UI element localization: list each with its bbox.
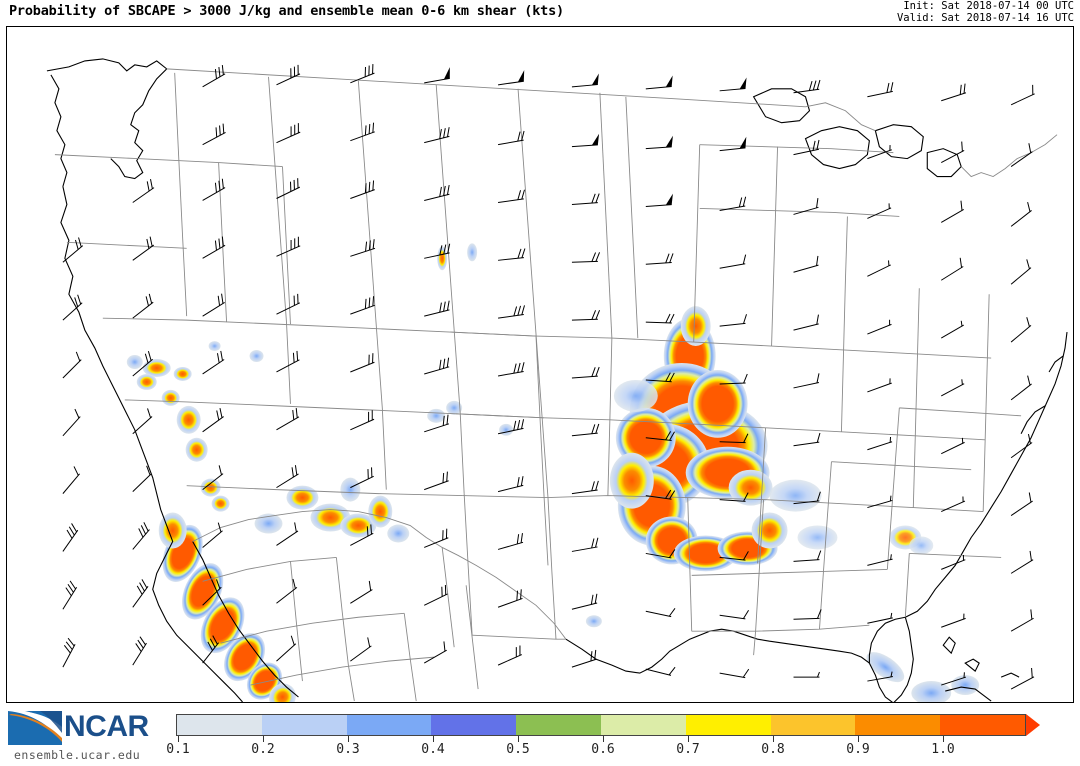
- timestamp-block: Init: Sat 2018-07-14 00 UTC Valid: Sat 2…: [896, 0, 1074, 24]
- colorbar-tick: [433, 736, 434, 742]
- colorbar-tick-label-0.9: 0.9: [846, 742, 870, 757]
- colorbar-tick: [178, 736, 179, 742]
- ncar-url-label: ensemble.ucar.edu: [14, 748, 141, 762]
- shading-sierra-madre: [158, 512, 296, 702]
- colorbar-band-0.5: [516, 715, 601, 735]
- colorbar-tick-label-0.7: 0.7: [676, 742, 700, 757]
- shading-mississippi-valley: [609, 306, 788, 572]
- colorbar-tick: [773, 736, 774, 742]
- colorbar-tick-label-1.0: 1.0: [931, 742, 955, 757]
- colorbar-tick-label-0.8: 0.8: [761, 742, 785, 757]
- colorbar-tick-label-0.5: 0.5: [506, 742, 530, 757]
- map-canvas: [46, 58, 1068, 702]
- ncar-logo-mark: [8, 710, 62, 745]
- page-title: Probability of SBCAPE > 3000 J/kg and en…: [9, 3, 564, 19]
- colorbar-band-0.1: [177, 715, 262, 735]
- colorbar-tick: [858, 736, 859, 742]
- init-time-label: Init: Sat 2018-07-14 00 UTC: [903, 0, 1074, 12]
- shading-florida: [866, 652, 980, 702]
- colorbar-tick: [943, 736, 944, 742]
- probability-shading-layer: [126, 243, 980, 702]
- colorbar[interactable]: 0.1 0.2 0.3 0.4 0.5 0.6 0.7 0.8 0.9 1.0: [166, 714, 1056, 764]
- colorbar-tick: [348, 736, 349, 742]
- colorbar-tick-label-0.6: 0.6: [591, 742, 615, 757]
- colorbar-tick: [263, 736, 264, 742]
- colorbar-band-0.4: [431, 715, 517, 735]
- colorbar-band-0.9: [855, 715, 941, 735]
- colorbar-band-0.2: [261, 715, 347, 735]
- colorbar-tick: [518, 736, 519, 742]
- shading-southwest-scattered: [126, 243, 602, 628]
- colorbar-max-arrow: [1026, 714, 1040, 736]
- valid-time-label: Valid: Sat 2018-07-14 16 UTC: [896, 11, 1074, 24]
- colorbar-tick-label-0.4: 0.4: [421, 742, 445, 757]
- colorbar-gradient[interactable]: [176, 714, 1026, 736]
- colorbar-tick-label-0.1: 0.1: [166, 742, 190, 757]
- colorbar-tick: [603, 736, 604, 742]
- colorbar-band-0.3: [346, 715, 432, 735]
- colorbar-band-0.7: [685, 715, 771, 735]
- colorbar-tick-label-0.3: 0.3: [336, 742, 360, 757]
- map-panel[interactable]: [6, 26, 1074, 703]
- header-bar: Probability of SBCAPE > 3000 J/kg and en…: [0, 0, 1080, 26]
- footer-bar: NCAR ensemble.ucar.edu 0.1 0.2 0.3 0.4 0.5 0.…: [0, 703, 1080, 766]
- ncar-wordmark: NCAR: [64, 710, 149, 743]
- colorbar-band-0.8: [770, 715, 856, 735]
- colorbar-tick: [688, 736, 689, 742]
- colorbar-band-1.0: [940, 715, 1025, 735]
- colorbar-tick-label-0.2: 0.2: [251, 742, 275, 757]
- shading-east-fringe: [613, 379, 934, 555]
- ncar-logo[interactable]: NCAR ensemble.ucar.edu: [6, 707, 166, 763]
- colorbar-band-0.6: [600, 715, 686, 735]
